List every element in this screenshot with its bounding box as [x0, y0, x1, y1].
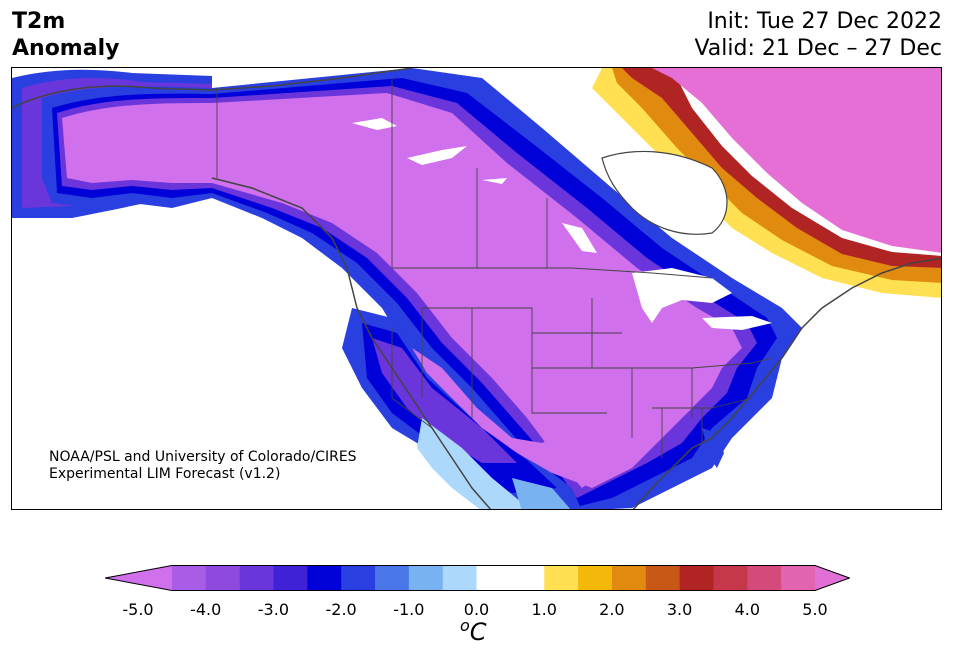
colorbar-tick-label: 1.0	[531, 600, 557, 619]
colorbar-cell	[307, 565, 342, 591]
title-variable: T2m	[12, 9, 66, 34]
colorbar-cell	[510, 565, 545, 591]
colorbar-cell	[578, 565, 613, 591]
colorbar-over-arrow	[815, 565, 850, 591]
colorbar-cell	[442, 565, 478, 591]
date-info: Init: Tue 27 Dec 2022 Valid: 21 Dec – 27…	[694, 8, 942, 62]
init-date: Init: Tue 27 Dec 2022	[707, 9, 942, 34]
colorbar-cell	[239, 565, 275, 591]
colorbar-cell	[205, 565, 241, 591]
colorbar-tick-label: 4.0	[734, 600, 761, 619]
anomaly-map	[11, 67, 942, 510]
unit-degree: o	[460, 616, 470, 635]
map-title: T2m Anomaly	[12, 8, 119, 62]
colorbar-tick-label: -2.0	[325, 600, 357, 619]
colorbar-cell	[408, 565, 444, 591]
colorbar-cell	[781, 565, 816, 591]
colorbar-cell	[544, 565, 579, 591]
credit-line-2: Experimental LIM Forecast (v1.2)	[49, 466, 281, 482]
data-credit: NOAA/PSL and University of Colorado/CIRE…	[49, 449, 357, 483]
colorbar-cell	[172, 565, 207, 591]
colorbar-cell	[341, 565, 376, 591]
colorbar-tick-label: 2.0	[599, 600, 625, 619]
colorbar-unit: oC	[460, 616, 487, 646]
colorbar-tick-label: -4.0	[190, 600, 222, 619]
map-svg	[12, 68, 941, 509]
colorbar-tick-label: -3.0	[257, 600, 289, 619]
colorbar-under-arrow	[105, 565, 172, 591]
credit-line-1: NOAA/PSL and University of Colorado/CIRE…	[49, 449, 357, 465]
colorbar-cell	[747, 565, 782, 591]
colorbar-cell	[375, 565, 410, 591]
colorbar-cell	[611, 565, 647, 591]
colorbar-tick-label: -1.0	[393, 600, 425, 619]
colorbar-tick-label: -5.0	[122, 600, 154, 619]
title-field: Anomaly	[12, 36, 120, 61]
colorbar-cell	[713, 565, 748, 591]
colorbar	[105, 565, 850, 591]
colorbar-cell	[273, 565, 308, 591]
colorbar-tick-label: 0.0	[463, 600, 490, 619]
unit-label: C	[469, 618, 487, 646]
valid-range: Valid: 21 Dec – 27 Dec	[694, 36, 942, 61]
colorbar-tick-label: 5.0	[802, 600, 828, 619]
colorbar-tick-label: 3.0	[666, 600, 693, 619]
colorbar-cell	[476, 565, 511, 591]
colorbar-cell	[645, 565, 681, 591]
colorbar-cell	[679, 565, 714, 591]
